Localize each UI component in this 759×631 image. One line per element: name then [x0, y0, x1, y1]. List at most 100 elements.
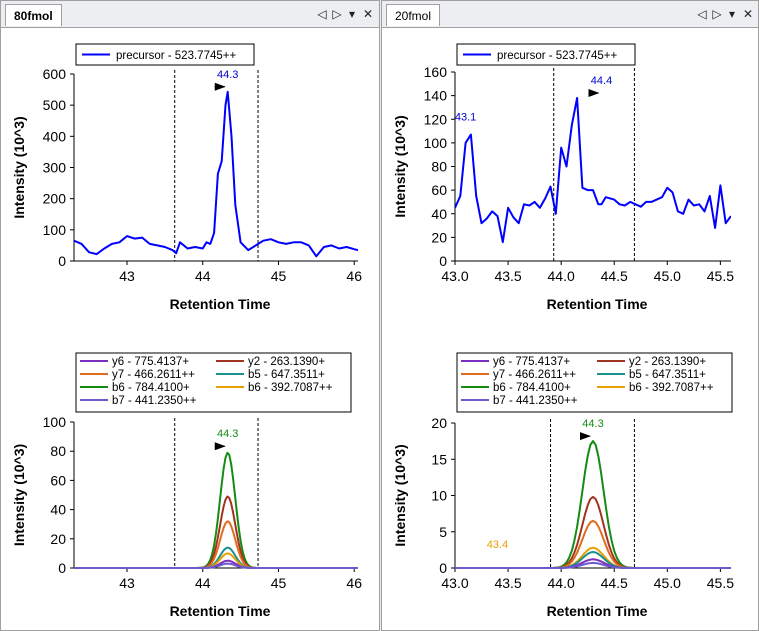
legend-entry: b5 - 647.3511+ [629, 369, 706, 381]
tab-20fmol[interactable]: 20fmol [386, 4, 441, 26]
x-tick-label: 43 [119, 575, 135, 591]
legend-entry: b7 - 441.2350++ [112, 395, 197, 407]
pane-tab-bar: 80fmol ◁ ▷ ▾ ✕ [1, 1, 379, 28]
legend-entry: y7 - 466.2611++ [493, 369, 576, 381]
x-tick-label: 45 [271, 575, 287, 591]
legend-entry: precursor - 523.7745++ [116, 50, 236, 62]
x-axis-label: Retention Time [547, 603, 648, 619]
y-tick-label: 300 [43, 160, 67, 176]
x-axis-label: Retention Time [170, 603, 271, 619]
legend: y6 - 775.4137+ y2 - 263.1390+ y7 - 466.261… [75, 352, 352, 413]
y-axis-label: Intensity (10^3) [11, 116, 27, 218]
y-tick-label: 0 [58, 560, 66, 576]
y-tick-label: 100 [43, 222, 67, 238]
y-tick-label: 0 [58, 253, 66, 269]
legend-entry: y2 - 263.1390+ [629, 356, 706, 368]
y-tick-label: 200 [43, 191, 67, 207]
series-line-precursor [74, 90, 358, 258]
peak-rt-label: 44.3 [582, 418, 603, 430]
x-tick-label: 44.5 [601, 268, 628, 284]
dropdown-icon[interactable]: ▾ [348, 7, 356, 21]
x-tick-label: 46 [346, 575, 362, 591]
chromatogram-pane-20fmol: 20fmol ◁ ▷ ▾ ✕ 0 20 40 60 80 100 120 140 160 43.0… [381, 0, 759, 631]
series-group [455, 440, 731, 569]
y-tick-label: 20 [431, 415, 447, 431]
pane-tab-bar: 20fmol ◁ ▷ ▾ ✕ [382, 1, 758, 28]
peak-rt-label: 43.1 [455, 112, 476, 124]
y-tick-label: 15 [431, 451, 447, 467]
legend-box [75, 352, 352, 413]
legend-entry: y2 - 263.1390+ [248, 356, 325, 368]
legend-entry: b5 - 647.3511+ [248, 369, 325, 381]
series-line-b7 [74, 562, 358, 569]
series-line-precursor [455, 97, 731, 244]
legend-box [75, 43, 255, 66]
y-tick-label: 20 [431, 229, 447, 245]
y-tick-label: 100 [424, 135, 448, 151]
y-tick-label: 20 [50, 531, 66, 547]
legend-box [456, 43, 636, 66]
x-tick-label: 43 [119, 268, 135, 284]
chart-p80-precursor: 0 100 200 300 400 500 600 43 44 45 46 Retention Tim… [11, 43, 362, 312]
x-tick-label: 43.5 [494, 575, 521, 591]
peak-rt-label: 43.4 [487, 539, 508, 551]
x-tick-label: 43.0 [441, 268, 468, 284]
chart-p20-precursor: 0 20 40 60 80 100 120 140 160 43.0 43.5 44.0 44.5 45.… [392, 43, 734, 312]
x-tick-label: 45.0 [654, 268, 681, 284]
y-tick-label: 100 [43, 414, 67, 430]
series-line-b7 [455, 561, 731, 569]
y-tick-label: 160 [424, 64, 448, 80]
y-axis-label: Intensity (10^3) [392, 115, 408, 217]
y-axis-label: Intensity (10^3) [392, 444, 408, 546]
legend-box [456, 352, 733, 413]
chromatogram-pane-80fmol: 80fmol ◁ ▷ ▾ ✕ 0 100 200 300 400 500 600 43 44 45… [0, 0, 380, 631]
y-tick-label: 60 [431, 182, 447, 198]
legend-entry: precursor - 523.7745++ [497, 50, 617, 62]
scroll-right-icon[interactable]: ▷ [332, 7, 342, 21]
chart-p20-transitions: 0 5 10 15 20 43.0 43.5 44.0 44.5 45.0 45.5 Retentio… [392, 352, 734, 619]
x-tick-label: 45.5 [707, 575, 734, 591]
legend-entry: b7 - 441.2350++ [493, 395, 578, 407]
x-tick-label: 44.0 [548, 575, 575, 591]
scroll-right-icon[interactable]: ▷ [712, 7, 722, 21]
tab-80fmol[interactable]: 80fmol [5, 4, 62, 26]
y-tick-label: 60 [50, 472, 66, 488]
legend-entry: y7 - 466.2611++ [112, 369, 195, 381]
x-tick-label: 44 [195, 268, 211, 284]
y-tick-label: 5 [439, 524, 447, 540]
x-tick-label: 43.5 [494, 268, 521, 284]
x-tick-label: 44.5 [601, 575, 628, 591]
x-tick-label: 46 [346, 268, 362, 284]
series-group [74, 90, 358, 258]
legend: precursor - 523.7745++ [456, 43, 636, 66]
legend: precursor - 523.7745++ [75, 43, 255, 66]
y-tick-label: 80 [431, 159, 447, 175]
chart-p80-transitions: 0 20 40 60 80 100 43 44 45 46 Retention Time Intens… [11, 352, 362, 619]
x-tick-label: 44 [195, 575, 211, 591]
legend-entry: y6 - 775.4137+ [493, 356, 570, 368]
scroll-left-icon[interactable]: ◁ [317, 7, 327, 21]
x-tick-label: 45.0 [654, 575, 681, 591]
y-tick-label: 600 [43, 66, 67, 82]
x-tick-label: 43.0 [441, 575, 468, 591]
peak-rt-label: 44.3 [217, 69, 238, 81]
close-icon[interactable]: ✕ [742, 7, 754, 21]
x-tick-label: 44.0 [548, 268, 575, 284]
peak-rt-label: 44.4 [591, 75, 612, 87]
x-axis-label: Retention Time [547, 296, 648, 312]
close-icon[interactable]: ✕ [362, 7, 374, 21]
series-line-y2 [455, 495, 731, 569]
legend: y6 - 775.4137+ y2 - 263.1390+ y7 - 466.261… [456, 352, 733, 413]
legend-entry: b6 - 392.7087++ [629, 382, 714, 394]
legend-entry: b6 - 784.4100+ [112, 382, 190, 394]
y-tick-label: 80 [50, 443, 66, 459]
scroll-left-icon[interactable]: ◁ [697, 7, 707, 21]
series-group [455, 97, 731, 244]
y-tick-label: 400 [43, 128, 67, 144]
x-tick-label: 45.5 [707, 268, 734, 284]
legend-entry: y6 - 775.4137+ [112, 356, 189, 368]
y-tick-label: 10 [431, 488, 447, 504]
dropdown-icon[interactable]: ▾ [728, 7, 736, 21]
